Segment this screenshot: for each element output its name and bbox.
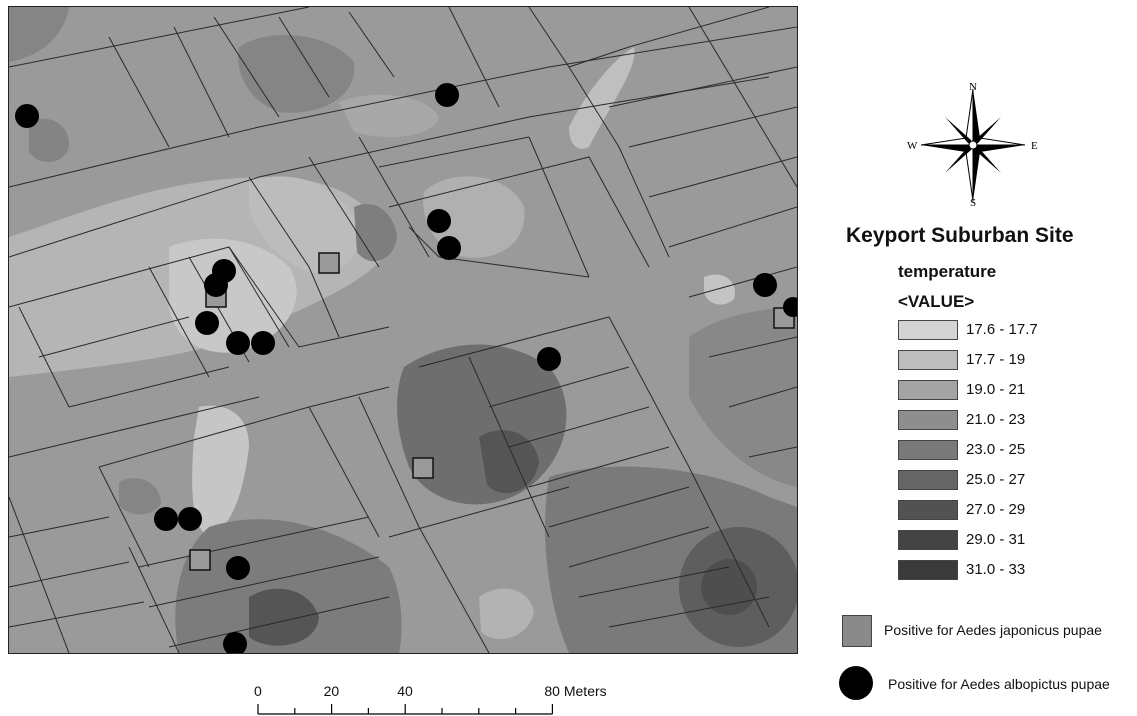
albopictus-dot-marker[interactable]	[437, 236, 461, 260]
scale-bar-ticks	[257, 704, 553, 715]
albopictus-dot-marker[interactable]	[204, 273, 228, 297]
japonicus-square-marker[interactable]	[412, 457, 434, 479]
temperature-zone-dark	[29, 118, 70, 163]
albopictus-dot-marker[interactable]	[226, 556, 250, 580]
temperature-zone-darkest	[701, 559, 757, 615]
compass-label-west: W	[907, 140, 918, 152]
legend-swatch	[898, 560, 958, 580]
albopictus-sites	[15, 83, 797, 653]
albopictus-dot-marker[interactable]	[178, 507, 202, 531]
legend-swatch	[898, 470, 958, 490]
compass-label-north: N	[969, 81, 977, 93]
legend-swatch	[898, 380, 958, 400]
legend-albopictus-label: Positive for Aedes albopictus pupae	[888, 676, 1110, 692]
legend-japonicus-label: Positive for Aedes japonicus pupae	[884, 622, 1102, 638]
scale-bar: 0 20 40 80 Meters	[254, 683, 607, 715]
legend-class-label: 17.7 - 19	[966, 351, 1026, 368]
legend-class-label: 31.0 - 33	[966, 561, 1026, 578]
legend-class-label: 19.0 - 21	[966, 381, 1026, 398]
albopictus-dot-marker[interactable]	[251, 331, 275, 355]
temperature-zone-dark	[238, 35, 355, 113]
temperature-zone-dark	[689, 307, 797, 487]
temperature-zone-light	[479, 588, 534, 640]
legend-swatch	[898, 530, 958, 550]
legend-class-label: 27.0 - 29	[966, 501, 1026, 518]
legend-class-label: 21.0 - 23	[966, 411, 1026, 428]
legend-japonicus-square-icon	[842, 615, 872, 647]
japonicus-square-marker[interactable]	[318, 252, 340, 274]
compass-label-south: S	[970, 197, 976, 209]
japonicus-square-marker[interactable]	[189, 549, 211, 571]
scale-bar-labels: 0 20 40 80 Meters	[254, 683, 607, 699]
albopictus-dot-marker[interactable]	[435, 83, 459, 107]
temperature-zone-darkest	[249, 588, 319, 646]
albopictus-dot-marker[interactable]	[783, 297, 797, 317]
scale-bar-label: 40	[397, 683, 413, 699]
temperature-zone-light	[249, 176, 360, 273]
temperature-zone-dark	[175, 519, 402, 653]
legend-swatch	[898, 410, 958, 430]
map-frame[interactable]	[8, 6, 798, 654]
legend-swatch	[898, 350, 958, 370]
legend-class-label: 25.0 - 27	[966, 471, 1026, 488]
temperature-zone-dark	[354, 203, 397, 262]
legend-class-label: 17.6 - 17.7	[966, 321, 1038, 338]
temperature-zone-dark	[119, 478, 161, 515]
scale-bar-label: 20	[324, 683, 340, 699]
albopictus-dot-marker[interactable]	[15, 104, 39, 128]
albopictus-dot-marker[interactable]	[154, 507, 178, 531]
legend-swatch	[898, 500, 958, 520]
legend-albopictus-dot-icon	[839, 666, 873, 700]
scale-bar-label: 80 Meters	[544, 683, 606, 699]
temperature-zone-dark	[9, 7, 69, 62]
albopictus-dot-marker[interactable]	[223, 632, 247, 653]
albopictus-dot-marker[interactable]	[195, 311, 219, 335]
legend-class-label: 23.0 - 25	[966, 441, 1026, 458]
albopictus-dot-marker[interactable]	[753, 273, 777, 297]
scale-bar-label: 0	[254, 683, 262, 699]
albopictus-dot-marker[interactable]	[537, 347, 561, 371]
temperature-zone-lighter	[192, 405, 249, 537]
compass-label-east: E	[1031, 140, 1038, 152]
legend-class-label: 29.0 - 31	[966, 531, 1026, 548]
legend-field-name: temperature	[898, 262, 997, 281]
legend-value-header: <VALUE>	[898, 292, 975, 311]
temperature-zone-darkest	[479, 430, 539, 494]
compass-rose: N S E W	[907, 81, 1038, 209]
legend-swatch	[898, 320, 958, 340]
temperature-map	[9, 7, 797, 653]
temperature-zone-lighter	[704, 274, 735, 305]
albopictus-dot-marker[interactable]	[427, 209, 451, 233]
legend-swatch	[898, 440, 958, 460]
albopictus-dot-marker[interactable]	[226, 331, 250, 355]
temperature-zone-lighter	[569, 47, 635, 149]
legend-site-title: Keyport Suburban Site	[846, 224, 1074, 247]
parcel-lines	[9, 7, 797, 653]
